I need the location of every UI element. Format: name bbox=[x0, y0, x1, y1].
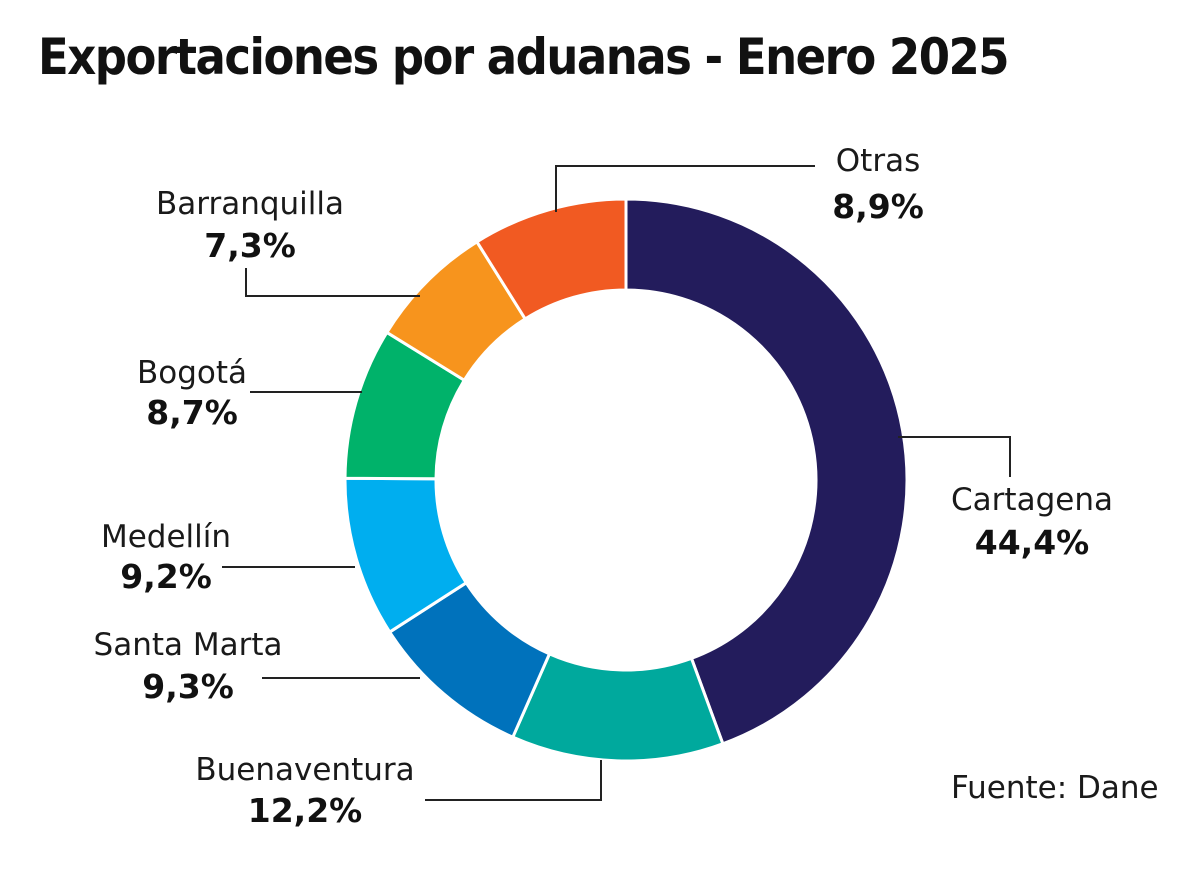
label-name-santa-marta: Santa Marta bbox=[94, 627, 283, 663]
slice-cartagena bbox=[624, 197, 909, 746]
leader-line-barranquilla bbox=[245, 268, 420, 297]
leader-line-cartagena bbox=[898, 436, 1011, 477]
leader-line-buenaventura bbox=[425, 760, 602, 801]
source-note: Fuente: Dane bbox=[951, 770, 1159, 806]
label-value-barranquilla: 7,3% bbox=[204, 226, 296, 265]
leader-lines bbox=[222, 165, 1011, 801]
leader-line-otras bbox=[555, 165, 815, 212]
label-name-otras: Otras bbox=[836, 143, 920, 179]
label-value-otras: 8,9% bbox=[832, 187, 924, 226]
label-value-buenaventura: 12,2% bbox=[248, 791, 363, 830]
label-value-medellin: 9,2% bbox=[120, 557, 212, 596]
label-value-santa-marta: 9,3% bbox=[142, 667, 234, 706]
slice-otras bbox=[474, 197, 628, 322]
label-name-buenaventura: Buenaventura bbox=[195, 752, 414, 788]
label-value-bogota: 8,7% bbox=[146, 393, 238, 432]
label-name-bogota: Bogotá bbox=[137, 355, 247, 391]
slices bbox=[343, 197, 909, 763]
label-name-medellin: Medellín bbox=[101, 519, 231, 555]
label-name-cartagena: Cartagena bbox=[951, 482, 1113, 518]
chart-title: Exportaciones por aduanas - Enero 2025 bbox=[38, 28, 1010, 86]
label-name-barranquilla: Barranquilla bbox=[156, 186, 344, 222]
label-value-cartagena: 44,4% bbox=[975, 523, 1090, 562]
slice-buenaventura bbox=[510, 651, 725, 763]
